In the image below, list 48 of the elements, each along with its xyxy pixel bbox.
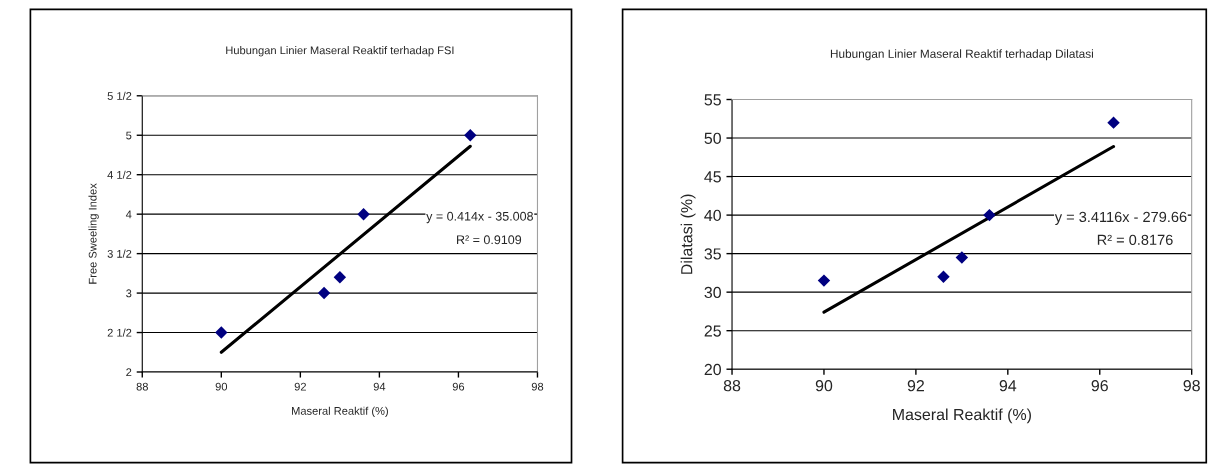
point [215, 326, 228, 339]
x-tick-label: 90 [815, 380, 833, 392]
point [955, 251, 969, 264]
x-axis-title: Maseral Reaktif (%) [292, 406, 388, 418]
x-tick-label: 88 [723, 380, 741, 392]
annotation: y = 3.4116x - 279.66 [1054, 211, 1187, 225]
y-tick-label: 50 [704, 132, 721, 144]
y-tick-label: 4 [125, 210, 132, 219]
y-tick-label: 2 1/2 [107, 328, 132, 337]
x-tick-label: 94 [373, 382, 386, 391]
y-axis-title: Free Sweeling Index [88, 183, 99, 284]
point [464, 129, 477, 142]
chart-title: Hubungan Linier Maseral Reaktif terhadap FSI [226, 46, 454, 57]
x-tick-label: 94 [999, 380, 1017, 392]
x-tick-label: 98 [531, 382, 544, 391]
chart-title: Hubungan Linier Maseral Reaktif terhadap Dilatasi [830, 49, 1093, 61]
y-tick-label: 5 [126, 131, 132, 140]
y-tick-label: 55 [704, 94, 721, 106]
x-axis-title: Maseral Reaktif (%) [893, 408, 1031, 424]
y-tick-label: 45 [704, 171, 721, 183]
point [937, 270, 950, 283]
y-tick-label: 4 1/2 [107, 170, 132, 179]
y-tick-label: 35 [704, 248, 721, 260]
x-tick-label: 88 [136, 382, 148, 391]
annotation: R² = 0.8176 [1097, 234, 1173, 246]
y-axis-title: Dilatasi (%) [680, 194, 696, 274]
x-tick-label: 92 [907, 380, 924, 392]
y-tick-label: 25 [704, 325, 721, 337]
annotation: R² = 0.9109 [457, 235, 522, 245]
y-tick-label: 2 [126, 368, 132, 377]
x-tick-label: 96 [1091, 380, 1108, 392]
y-tick-label: 40 [704, 209, 721, 222]
x-tick-label: 90 [215, 382, 228, 391]
y-tick-label: 20 [704, 363, 721, 376]
y-tick-label: 30 [704, 286, 721, 299]
x-tick-label: 98 [1183, 380, 1200, 392]
y-tick-label: 3 1/2 [107, 249, 132, 258]
point [333, 271, 347, 284]
point [317, 286, 331, 300]
point [817, 274, 831, 287]
y-tick-label: 3 [126, 289, 132, 298]
point [983, 208, 996, 222]
annotation: y = 0.414x - 35.008 [426, 211, 533, 224]
point [357, 207, 370, 221]
point [1107, 116, 1120, 129]
y-tick-label: 5 1/2 [107, 91, 132, 100]
x-tick-label: 96 [452, 382, 465, 391]
x-tick-label: 92 [294, 382, 306, 391]
